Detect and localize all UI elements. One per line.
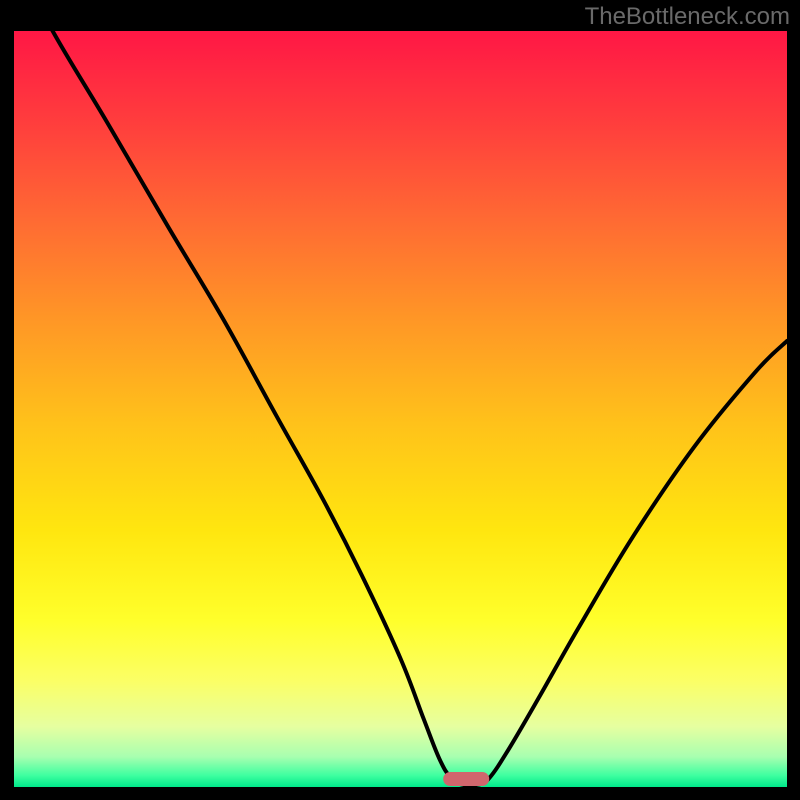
watermark-text: TheBottleneck.com <box>585 3 790 30</box>
minimum-marker <box>443 772 489 786</box>
bottleneck-chart: TheBottleneck.com <box>0 0 800 800</box>
gradient-background <box>14 31 787 787</box>
